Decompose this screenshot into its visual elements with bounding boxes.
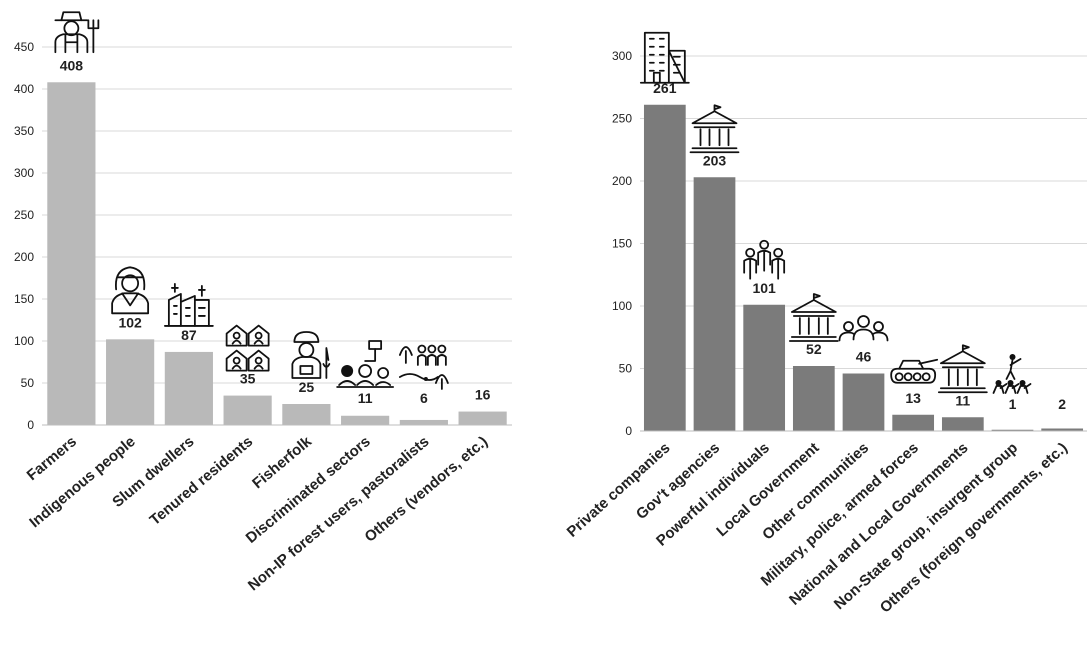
right-chart-bar [792,366,835,431]
left-chart-y-tick-label: 400 [14,82,34,96]
right-chart-y-tick-label: 50 [619,362,633,376]
right-chart-y-tick-label: 250 [612,112,632,126]
right-chart-bar [842,373,885,431]
right-chart-bar [1041,428,1084,431]
right-chart-value-label: 11 [955,392,970,408]
left-chart-value-label: 16 [475,387,491,403]
left-chart-value-label: 25 [299,379,315,395]
left-chart-bar [47,82,96,425]
right-chart-value-label: 261 [653,80,677,96]
right-chart-y-tick-label: 300 [612,49,632,63]
right-chart-category-label: Non-State group, insurgent group [831,439,1021,613]
left-chart-category-label: Indigenous people [26,433,138,531]
left-chart-y-tick-label: 50 [21,376,35,390]
left-chart-bar [282,404,331,425]
left-chart-category-label: Tenured residents [147,433,257,529]
left-chart-y-tick-label: 150 [14,292,34,306]
left-chart-bar [223,395,272,425]
left-chart-bar [106,339,155,425]
left-chart-value-label: 102 [118,314,142,330]
left-chart-y-tick-label: 100 [14,334,34,348]
left-chart-value-label: 87 [181,327,197,343]
government-building-icon [689,104,740,154]
right-chart-category-label: National and Local Governments [786,439,971,608]
community-people-icon [838,315,889,342]
left-chart-value-label: 11 [358,390,373,406]
farmer-icon [54,11,100,54]
left-chart-y-tick-label: 250 [14,208,34,222]
right-chart-bar [693,177,736,431]
right-chart-bar [643,104,686,431]
slum-buildings-icon [163,283,214,327]
tank-icon [890,358,939,384]
left-chart-y-tick-label: 0 [27,418,34,432]
left-chart-value-label: 408 [60,57,84,73]
left-bar-chart: 0 50 100 150 200 250 300 350 400 450 408 Farmers 102… [14,11,512,594]
right-chart-y-tick-label: 0 [625,424,632,438]
tenured-houses-icon [225,324,270,372]
left-chart-y-tick-label: 450 [14,40,34,54]
office-buildings-icon [639,31,690,84]
forest-users-icon [398,344,449,390]
right-chart-y-tick-label: 100 [612,299,632,313]
left-chart-value-label: 6 [420,390,428,406]
armed-group-icon [992,354,1032,394]
right-chart-y-tick-label: 200 [612,174,632,188]
business-people-icon [743,239,786,280]
left-chart-bar [399,419,448,425]
right-chart-value-label: 101 [752,280,776,296]
government-building-icon [937,344,988,394]
government-building-icon [788,293,839,342]
right-chart-category-label: Gov't agencies [633,439,723,523]
left-chart-bar [341,415,390,425]
left-chart-bar [458,411,507,425]
left-chart-y-tick-label: 300 [14,166,34,180]
right-chart-value-label: 1 [1009,396,1017,412]
right-chart-value-label: 2 [1058,396,1066,412]
right-chart-bar [892,414,935,431]
right-chart-value-label: 203 [703,152,727,168]
indigenous-woman-icon [111,266,150,315]
right-chart-bar [743,304,786,431]
left-chart-y-tick-label: 350 [14,124,34,138]
fisherman-icon [291,331,331,379]
right-chart-value-label: 13 [905,390,921,406]
left-chart-y-tick-label: 200 [14,250,34,264]
right-chart-y-tick-label: 150 [612,237,632,251]
left-chart-value-label: 35 [240,371,256,387]
left-chart-bar [164,351,213,425]
discriminated-sectors-icon [336,340,395,388]
left-chart-category-label: Farmers [24,433,80,484]
right-chart-bar [991,429,1034,431]
right-chart-value-label: 52 [806,341,822,357]
right-chart-bar [941,417,984,431]
right-chart-value-label: 46 [856,349,872,365]
